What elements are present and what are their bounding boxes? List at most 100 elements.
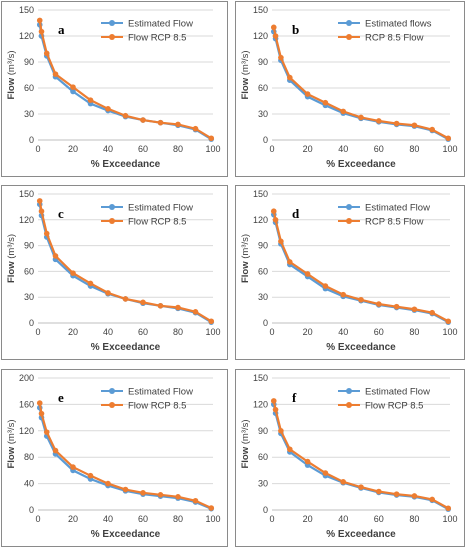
data-point: [340, 108, 346, 115]
y-tick-label: 150: [19, 189, 34, 199]
y-tick-label: 30: [258, 109, 268, 119]
x-tick-label: 60: [138, 327, 148, 337]
x-tick-label: 100: [442, 144, 457, 154]
chart-panel-f: 0 30 60 90 120 150 0 20 40 60 80 100 % Exceedance Flo…: [235, 369, 465, 547]
x-tick-label: 100: [442, 327, 457, 337]
legend-marker: [109, 402, 115, 408]
legend-label: Estimated Flow: [128, 203, 193, 214]
y-tick-label: 120: [19, 31, 34, 41]
data-point: [322, 99, 329, 106]
data-point: [36, 17, 43, 24]
x-tick-label: 60: [374, 327, 384, 337]
chart-svg-f: 0 30 60 90 120 150 0 20 40 60 80 100 % Exceedance Flo…: [240, 373, 458, 540]
x-tick-label: 60: [374, 514, 384, 524]
y-tick-label: 90: [24, 57, 34, 67]
data-point: [358, 296, 364, 303]
data-point: [38, 28, 45, 35]
x-tick-label: 20: [68, 144, 78, 154]
x-tick-label: 20: [303, 327, 313, 337]
x-tick-label: 0: [269, 327, 274, 337]
chart-svg-c: 0 30 60 90 120 150 0 20 40 60 80 100 % Exceedance Flo…: [6, 189, 221, 353]
data-point: [52, 71, 59, 77]
data-point: [52, 447, 59, 454]
y-tick-label: 150: [253, 189, 268, 199]
data-point: [376, 301, 382, 307]
data-point: [304, 91, 311, 97]
x-tick-label: 40: [103, 144, 113, 154]
panel-letter: b: [292, 22, 299, 37]
x-tick-label: 40: [338, 514, 348, 524]
x-tick-label: 40: [338, 144, 348, 154]
x-tick-label: 100: [205, 327, 220, 337]
panel-letter: f: [292, 390, 297, 405]
data-point: [429, 496, 435, 503]
data-point: [157, 492, 164, 498]
data-point: [38, 410, 45, 417]
y-tick-label: 90: [258, 57, 268, 67]
panel-letter: e: [58, 390, 64, 405]
x-axis-label: % Exceedance: [326, 342, 396, 353]
x-axis-label: % Exceedance: [91, 529, 161, 540]
x-tick-label: 100: [205, 514, 220, 524]
data-point: [322, 470, 329, 476]
legend-label: Flow RCP 8.5: [128, 33, 186, 44]
y-tick-label: 60: [258, 266, 268, 276]
chart-svg-a: 0 30 60 90 120 150 0 20 40 60 80 100 % Exceedance Flo…: [6, 5, 221, 170]
legend-marker: [346, 34, 352, 40]
data-point: [43, 50, 50, 57]
legend-label: Flow RCP 8.5: [365, 401, 423, 412]
data-point: [175, 494, 181, 500]
y-tick-label: 40: [24, 479, 34, 489]
y-tick-label: 120: [19, 215, 34, 225]
legend-label: Flow RCP 8.5: [128, 217, 186, 228]
data-point: [192, 309, 199, 315]
data-point: [287, 74, 293, 81]
chart-svg-b: 0 30 60 90 120 150 0 20 40 60 80 100 % Exceedance Flo…: [240, 5, 458, 170]
series-line-estimated: [272, 31, 449, 141]
data-point: [287, 259, 293, 265]
data-point: [445, 505, 452, 512]
x-axis-label: % Exceedance: [326, 529, 396, 540]
data-point: [192, 497, 199, 504]
x-axis-label: % Exceedance: [91, 342, 161, 353]
data-point: [278, 54, 284, 61]
data-point: [52, 253, 59, 259]
x-tick-label: 80: [409, 327, 419, 337]
legend-marker: [346, 204, 352, 210]
y-tick-label: 120: [253, 215, 268, 225]
chart-panel-d: 0 30 60 90 120 150 0 20 40 60 80 100 % Exceedance Flo…: [235, 185, 465, 360]
data-point: [358, 484, 364, 490]
data-point: [122, 112, 129, 119]
data-point: [105, 290, 111, 296]
data-point: [105, 106, 111, 112]
y-tick-label: 60: [24, 266, 34, 276]
data-point: [140, 117, 146, 123]
legend-marker: [346, 402, 352, 408]
y-tick-label: 90: [24, 241, 34, 251]
x-tick-label: 0: [269, 144, 274, 154]
y-tick-label: 120: [19, 426, 34, 436]
y-tick-label: 60: [24, 83, 34, 93]
legend-marker: [346, 218, 352, 224]
legend-marker: [109, 204, 115, 210]
data-point: [270, 24, 277, 31]
panel-letter: c: [58, 206, 64, 221]
y-tick-label: 160: [19, 399, 34, 409]
x-tick-label: 0: [35, 327, 40, 337]
y-tick-label: 30: [258, 479, 268, 489]
data-point: [322, 283, 329, 289]
panel-letter: d: [292, 206, 300, 221]
data-point: [43, 230, 50, 237]
legend-label: Estimated Flow: [365, 387, 430, 398]
data-point: [411, 306, 418, 313]
data-point: [278, 238, 284, 245]
data-point: [340, 291, 346, 298]
data-point: [122, 486, 129, 493]
chart-panel-a: 0 30 60 90 120 150 0 20 40 60 80 100 % Exceedance Flo…: [1, 1, 228, 177]
legend-marker: [109, 20, 115, 26]
x-tick-label: 20: [303, 144, 313, 154]
data-point: [208, 505, 215, 511]
x-tick-label: 80: [173, 327, 183, 337]
x-tick-label: 0: [35, 144, 40, 154]
data-point: [340, 479, 346, 485]
